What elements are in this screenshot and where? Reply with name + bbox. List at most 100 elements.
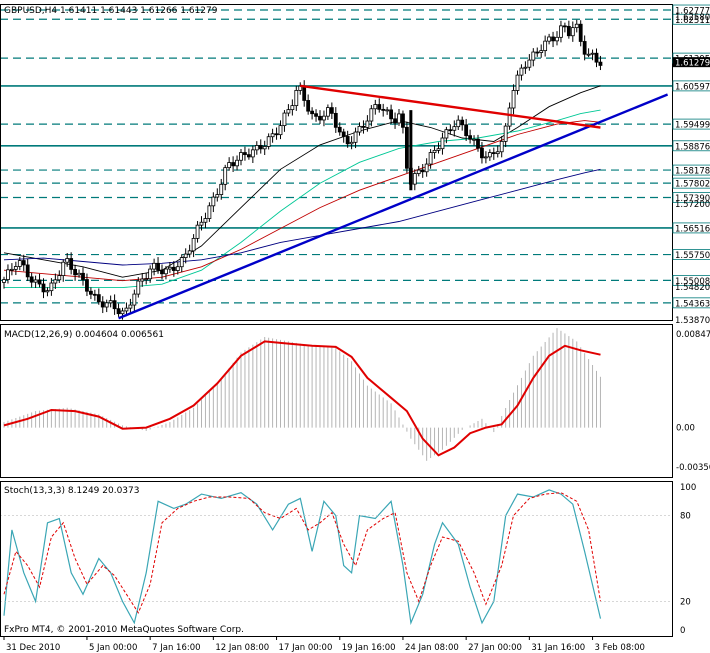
candle-body xyxy=(57,275,62,281)
candle-body xyxy=(401,113,405,128)
macd-axis-tick-label: 0.00847 xyxy=(676,330,710,340)
candle-body xyxy=(314,113,318,117)
candle-body xyxy=(223,167,228,185)
stochastic-main-line xyxy=(3,489,602,626)
price-pane[interactable] xyxy=(0,9,672,320)
candle-body xyxy=(37,279,42,285)
candle-body xyxy=(507,107,512,127)
candle-body xyxy=(527,59,532,68)
candle-body xyxy=(373,104,378,110)
candle-body xyxy=(266,136,271,147)
candle-body xyxy=(586,53,591,56)
candle-body xyxy=(460,119,465,126)
price-level-label: 1.55008 xyxy=(675,277,710,287)
candle-body xyxy=(33,279,38,283)
candle-body xyxy=(203,218,208,223)
candle-body xyxy=(444,129,449,139)
price-level-label: 1.56516 xyxy=(675,224,710,234)
candle-body xyxy=(290,105,295,111)
candle-body xyxy=(483,156,488,159)
price-level-label: 1.62511 xyxy=(675,16,710,26)
candle-body xyxy=(152,262,157,270)
candle-body xyxy=(132,293,137,306)
candle-body xyxy=(231,162,236,167)
stochastic-axis-tick-label: 100 xyxy=(680,483,696,493)
candle-body xyxy=(191,237,196,252)
candle-body xyxy=(570,27,575,37)
candle-body xyxy=(2,279,6,283)
candle-body xyxy=(17,260,22,267)
candle-body xyxy=(353,131,358,143)
candle-body xyxy=(325,107,330,117)
stochastic-pane-frame xyxy=(0,481,673,637)
candle-body xyxy=(432,149,437,153)
stochastic-pane[interactable] xyxy=(0,489,672,626)
macd-signal-line xyxy=(3,340,601,457)
candle-body xyxy=(468,135,473,140)
candle-body xyxy=(555,36,559,42)
moving-average-teal xyxy=(4,109,601,289)
candle-body xyxy=(13,266,18,270)
current-price-label: 1.61279 xyxy=(675,59,710,69)
candle-body xyxy=(310,110,315,115)
candle-body xyxy=(448,129,453,132)
candle-body xyxy=(250,149,255,158)
time-axis-label: 3 Feb 08:00 xyxy=(595,643,645,653)
price-level-label: 1.62777 xyxy=(675,7,710,17)
candle-body xyxy=(286,109,291,114)
candle-body xyxy=(187,250,192,255)
candle-body xyxy=(464,124,469,137)
candle-body xyxy=(243,152,247,156)
price-level-label: 1.58178 xyxy=(675,167,710,177)
candle-body xyxy=(61,261,66,276)
candle-body xyxy=(124,307,129,312)
candle-body xyxy=(377,104,382,110)
candle-body xyxy=(45,290,50,293)
candle-body xyxy=(246,154,251,158)
candle-body xyxy=(306,100,311,112)
price-level-label: 1.57390 xyxy=(675,194,710,204)
candle-body xyxy=(25,264,30,278)
candle-body xyxy=(179,257,184,268)
candle-body xyxy=(211,196,216,207)
price-level-label: 1.59499 xyxy=(675,121,710,131)
price-level-tag xyxy=(672,177,710,189)
candle-body xyxy=(491,152,496,155)
macd-pane[interactable] xyxy=(3,328,601,461)
candle-body xyxy=(175,266,180,271)
candle-body xyxy=(503,125,508,142)
price-level-tag xyxy=(672,274,710,286)
candle-body xyxy=(96,294,101,303)
candle-body xyxy=(85,279,89,292)
candle-body xyxy=(535,51,540,54)
candle-body xyxy=(77,272,81,276)
current-price-tag xyxy=(673,57,710,68)
candle-body xyxy=(566,25,571,37)
time-axis-label: 17 Jan 00:00 xyxy=(279,643,333,653)
price-level-tag xyxy=(672,164,710,176)
candle-body xyxy=(278,125,283,136)
trendline-resistance[interactable] xyxy=(300,84,601,129)
candle-body xyxy=(531,51,536,61)
candle-body xyxy=(487,152,492,158)
candle-body xyxy=(472,138,476,141)
price-pane-frame xyxy=(0,4,673,321)
candle-body xyxy=(393,118,397,124)
candle-body xyxy=(590,52,595,55)
trendline-support[interactable] xyxy=(118,93,669,320)
candle-body xyxy=(582,41,587,55)
candle-body xyxy=(195,224,200,239)
stochastic-axis-tick-label: 80 xyxy=(680,512,691,522)
candle-body xyxy=(598,61,603,66)
candle-body xyxy=(476,138,480,149)
candle-body xyxy=(207,205,212,219)
price-level-label: 1.55750 xyxy=(675,251,710,261)
candle-body xyxy=(428,152,433,165)
candle-body xyxy=(282,112,287,127)
candle-body xyxy=(140,278,145,282)
candle-body xyxy=(318,115,322,121)
price-axis-tick-label: 1.54820 xyxy=(675,283,710,293)
price-level-tag xyxy=(672,140,710,152)
